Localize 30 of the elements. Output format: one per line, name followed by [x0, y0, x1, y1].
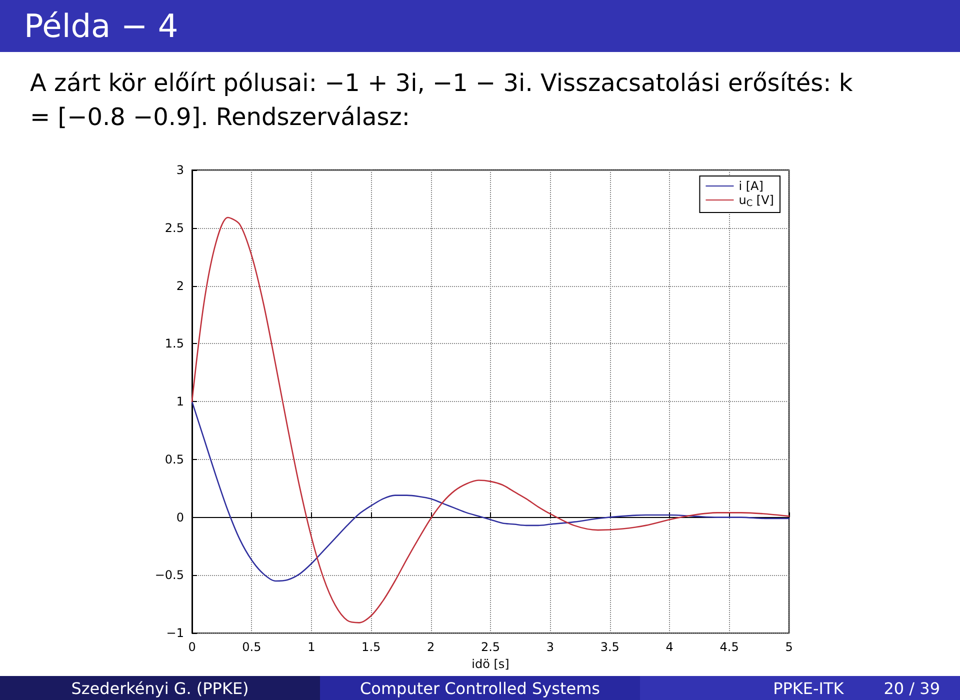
y-tick-label: 2.5	[164, 220, 184, 235]
line-series	[191, 400, 790, 582]
x-tick-label: 2.5	[480, 640, 500, 654]
y-tick-label: −1	[166, 626, 184, 640]
x-tick-label: 1.5	[362, 640, 381, 654]
text: 20 / 39	[884, 678, 940, 698]
x-tick-label: 4.5	[720, 640, 739, 654]
x-axis-title: idö [s]	[472, 657, 510, 671]
x-tick-label: 1	[308, 640, 316, 654]
y-tick-label: 3	[176, 163, 184, 177]
y-tick-label: 0	[176, 510, 184, 524]
text: Szederkényi G. (PPKE)	[0, 676, 320, 700]
y-tick-label: −0.5	[154, 568, 184, 582]
y-tick-label: 2	[176, 278, 184, 293]
y-tick-label: 1.5	[164, 336, 184, 351]
chart-subtitle: A zárt kör előírt pólusai: −1 + 3i, −1 − 3i. Visszacsatolási erősítés: k = [−0.8 −0.9]. Rendszerválasz:	[30, 68, 854, 133]
y-tick-label: 0.5	[164, 452, 184, 466]
x-tick-label: 3.5	[600, 640, 620, 654]
x-tick-label: 0.5	[242, 640, 262, 654]
line-series	[191, 216, 790, 624]
legend-label: i [A]	[738, 179, 764, 193]
chart-title: Példa − 4	[0, 0, 960, 52]
x-tick-label: 4	[666, 640, 674, 654]
x-tick-label: 5	[785, 640, 793, 654]
text: Computer Controlled Systems	[320, 676, 640, 700]
y-tick-label: 1	[176, 394, 184, 409]
text: PPKE-ITK	[773, 678, 844, 698]
x-tick-label: 3	[546, 640, 554, 654]
x-tick-label: 2	[426, 640, 435, 654]
x-tick-label: 0	[188, 640, 196, 654]
